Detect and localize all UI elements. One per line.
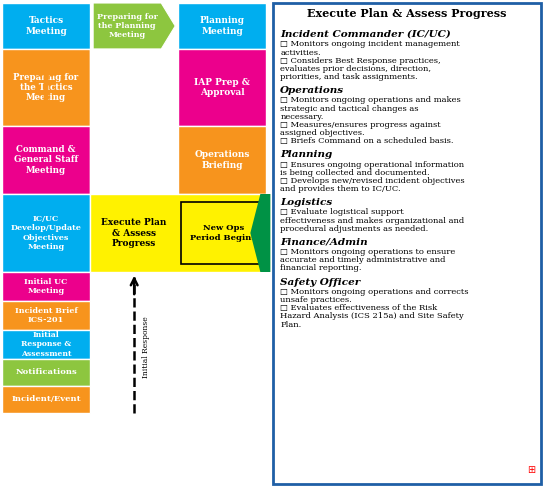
Polygon shape: [250, 194, 270, 272]
Text: Finance/Admin: Finance/Admin: [280, 238, 368, 247]
FancyBboxPatch shape: [2, 3, 90, 49]
Text: □ Evaluates effectiveness of the Risk: □ Evaluates effectiveness of the Risk: [280, 304, 437, 312]
FancyBboxPatch shape: [90, 49, 178, 126]
Text: Tactics
Meeting: Tactics Meeting: [25, 16, 67, 36]
Text: Operations
Briefing: Operations Briefing: [195, 150, 250, 169]
Text: Initial Response: Initial Response: [142, 316, 150, 378]
Text: Planning: Planning: [280, 150, 332, 159]
Text: □ Monitors ongoing incident management: □ Monitors ongoing incident management: [280, 40, 460, 49]
Text: procedural adjustments as needed.: procedural adjustments as needed.: [280, 225, 429, 233]
Text: Initial UC
Meeting: Initial UC Meeting: [24, 278, 68, 295]
Text: □ Evaluate logistical support: □ Evaluate logistical support: [280, 208, 404, 217]
FancyBboxPatch shape: [90, 126, 178, 194]
FancyBboxPatch shape: [90, 194, 270, 272]
Text: unsafe practices.: unsafe practices.: [280, 296, 352, 304]
FancyBboxPatch shape: [178, 49, 267, 126]
Text: □ Briefs Command on a scheduled basis.: □ Briefs Command on a scheduled basis.: [280, 137, 454, 145]
Text: Safety Officer: Safety Officer: [280, 278, 361, 287]
Text: Incident/Event: Incident/Event: [11, 395, 81, 404]
FancyBboxPatch shape: [2, 272, 90, 301]
FancyBboxPatch shape: [2, 359, 90, 386]
Text: Incident Brief
ICS-201: Incident Brief ICS-201: [15, 307, 77, 324]
FancyBboxPatch shape: [178, 3, 267, 49]
Text: Command &
General Staff
Meeting: Command & General Staff Meeting: [14, 145, 78, 175]
Text: evaluates prior decisions, direction,: evaluates prior decisions, direction,: [280, 65, 431, 73]
Text: necessary.: necessary.: [280, 112, 324, 121]
Text: Initial
Response &
Assessment: Initial Response & Assessment: [21, 331, 71, 357]
Text: □ Measures/ensures progress against: □ Measures/ensures progress against: [280, 121, 441, 129]
Text: □ Monitors ongoing operations to ensure: □ Monitors ongoing operations to ensure: [280, 248, 456, 256]
Polygon shape: [93, 3, 175, 49]
FancyBboxPatch shape: [2, 386, 90, 413]
Text: New Ops
Period Begins: New Ops Period Begins: [190, 225, 256, 242]
Text: and provides them to IC/UC.: and provides them to IC/UC.: [280, 185, 401, 193]
Text: Execute Plan & Assess Progress: Execute Plan & Assess Progress: [307, 8, 507, 19]
Text: □ Ensures ongoing operational information: □ Ensures ongoing operational informatio…: [280, 161, 465, 169]
FancyBboxPatch shape: [181, 202, 265, 264]
Text: accurate and timely administrative and: accurate and timely administrative and: [280, 256, 446, 264]
FancyBboxPatch shape: [178, 126, 267, 194]
Text: Preparing for
the Tactics
Meeting: Preparing for the Tactics Meeting: [14, 73, 79, 102]
Text: Planning
Meeting: Planning Meeting: [200, 16, 245, 36]
Text: Plan.: Plan.: [280, 320, 301, 329]
Text: □ Monitors ongoing operations and makes: □ Monitors ongoing operations and makes: [280, 96, 461, 105]
Text: Preparing for
the Planning
Meeting: Preparing for the Planning Meeting: [97, 13, 158, 39]
Text: □ Monitors ongoing operations and corrects: □ Monitors ongoing operations and correc…: [280, 288, 469, 296]
FancyBboxPatch shape: [2, 126, 90, 194]
Text: Hazard Analysis (ICS 215a) and Site Safety: Hazard Analysis (ICS 215a) and Site Safe…: [280, 312, 464, 320]
FancyBboxPatch shape: [2, 49, 90, 126]
Text: Logistics: Logistics: [280, 198, 332, 207]
Text: strategic and tactical changes as: strategic and tactical changes as: [280, 105, 419, 112]
Text: □ Considers Best Response practices,: □ Considers Best Response practices,: [280, 56, 441, 65]
FancyBboxPatch shape: [274, 3, 541, 484]
Text: priorities, and task assignments.: priorities, and task assignments.: [280, 73, 418, 81]
Text: Execute Plan
& Assess
Progress: Execute Plan & Assess Progress: [102, 218, 167, 248]
Text: effectiveness and makes organizational and: effectiveness and makes organizational a…: [280, 217, 465, 225]
FancyBboxPatch shape: [2, 330, 90, 359]
Text: IC/UC
Develop/Update
Objectives
Meeting: IC/UC Develop/Update Objectives Meeting: [11, 215, 82, 251]
Text: Operations: Operations: [280, 86, 344, 95]
FancyBboxPatch shape: [2, 194, 90, 272]
FancyBboxPatch shape: [2, 301, 90, 330]
Text: ⊞: ⊞: [527, 465, 535, 475]
Text: Notifications: Notifications: [15, 369, 77, 376]
Text: □ Develops new/revised incident objectives: □ Develops new/revised incident objectiv…: [280, 177, 465, 185]
Text: activities.: activities.: [280, 49, 321, 56]
Text: assigned objectives.: assigned objectives.: [280, 129, 365, 137]
Text: financial reporting.: financial reporting.: [280, 264, 362, 273]
Text: is being collected and documented.: is being collected and documented.: [280, 169, 430, 177]
Text: IAP Prep &
Approval: IAP Prep & Approval: [194, 78, 250, 97]
Text: Incident Commander (IC/UC): Incident Commander (IC/UC): [280, 30, 451, 39]
